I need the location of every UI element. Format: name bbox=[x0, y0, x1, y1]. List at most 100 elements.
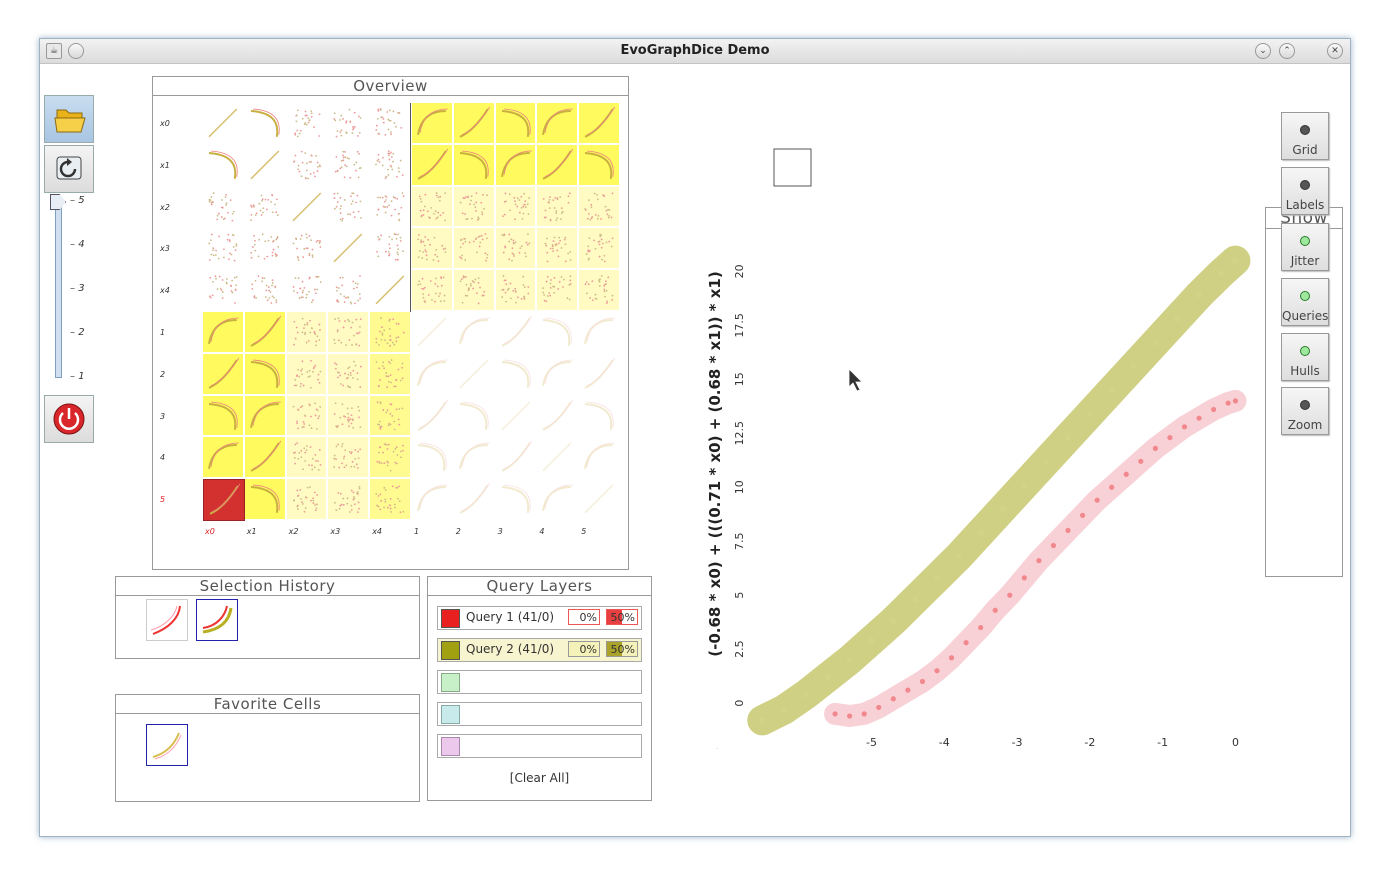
overview-cell[interactable] bbox=[495, 144, 536, 185]
overview-cell[interactable] bbox=[537, 103, 578, 143]
overview-cell[interactable] bbox=[579, 144, 619, 185]
overview-cell[interactable] bbox=[412, 186, 452, 227]
overview-cell[interactable] bbox=[453, 270, 494, 310]
query-row-1[interactable]: Query 1 (41/0) 0% 50% bbox=[437, 606, 642, 630]
overview-cell[interactable] bbox=[370, 353, 410, 394]
overview-cell[interactable] bbox=[203, 479, 245, 521]
query-row-2[interactable]: Query 2 (41/0) 0% 50% bbox=[437, 638, 642, 662]
overview-cell[interactable] bbox=[579, 353, 619, 394]
query-color-swatch[interactable] bbox=[441, 673, 460, 692]
quit-button[interactable] bbox=[44, 395, 94, 443]
open-file-button[interactable] bbox=[44, 95, 94, 143]
overview-cell[interactable] bbox=[537, 312, 578, 352]
overview-cell[interactable] bbox=[453, 437, 494, 478]
overview-cell[interactable] bbox=[203, 228, 243, 269]
overview-cell[interactable] bbox=[286, 186, 327, 227]
overview-cell[interactable] bbox=[328, 437, 369, 478]
history-thumbnail[interactable] bbox=[196, 599, 238, 641]
overview-cell[interactable] bbox=[495, 395, 536, 436]
show-zoom-toggle[interactable]: Zoom bbox=[1281, 387, 1329, 435]
overview-cell[interactable] bbox=[203, 144, 243, 185]
overview-cell[interactable] bbox=[537, 353, 578, 394]
overview-cell[interactable] bbox=[286, 144, 327, 185]
overview-cell[interactable] bbox=[286, 312, 327, 352]
java-app-icon[interactable]: ☕ bbox=[46, 43, 62, 59]
overview-cell[interactable] bbox=[370, 228, 410, 269]
overview-cell[interactable] bbox=[244, 479, 285, 519]
overview-cell[interactable] bbox=[453, 312, 494, 352]
overview-cell[interactable] bbox=[328, 479, 369, 519]
overview-cell[interactable] bbox=[286, 479, 327, 519]
query-color-swatch[interactable] bbox=[441, 737, 460, 756]
overview-cell[interactable] bbox=[328, 312, 369, 352]
query-percent-left[interactable]: 0% bbox=[568, 641, 600, 657]
overview-cell[interactable] bbox=[370, 270, 410, 310]
overview-cell[interactable] bbox=[328, 270, 369, 310]
overview-cell[interactable] bbox=[244, 270, 285, 310]
overview-cell[interactable] bbox=[286, 353, 327, 394]
overview-cell[interactable] bbox=[370, 479, 410, 519]
overview-cell[interactable] bbox=[203, 312, 243, 352]
overview-cell[interactable] bbox=[328, 144, 369, 185]
overview-cell[interactable] bbox=[579, 312, 619, 352]
overview-cell[interactable] bbox=[579, 103, 619, 143]
query-percent-left[interactable]: 0% bbox=[568, 609, 600, 625]
overview-cell[interactable] bbox=[412, 144, 452, 185]
overview-cell[interactable] bbox=[453, 103, 494, 143]
overview-cell[interactable] bbox=[244, 312, 285, 352]
overview-cell[interactable] bbox=[537, 228, 578, 269]
overview-cell[interactable] bbox=[203, 437, 243, 478]
overview-cell[interactable] bbox=[412, 437, 452, 478]
overview-cell[interactable] bbox=[286, 395, 327, 436]
overview-cell[interactable] bbox=[370, 103, 410, 143]
query-row-empty[interactable] bbox=[437, 734, 642, 758]
overview-cell[interactable] bbox=[412, 312, 452, 352]
overview-cell[interactable] bbox=[370, 144, 410, 185]
overview-cell[interactable] bbox=[537, 270, 578, 310]
overview-cell[interactable] bbox=[244, 103, 285, 143]
query-percent-right[interactable]: 50% bbox=[606, 609, 638, 625]
overview-cell[interactable] bbox=[203, 103, 243, 143]
overview-cell[interactable] bbox=[203, 353, 243, 394]
overview-cell[interactable] bbox=[203, 186, 243, 227]
overview-cell[interactable] bbox=[495, 228, 536, 269]
overview-cell[interactable] bbox=[453, 228, 494, 269]
show-jitter-toggle[interactable]: Jitter bbox=[1281, 223, 1329, 271]
overview-cell[interactable] bbox=[370, 395, 410, 436]
close-icon[interactable]: ✕ bbox=[1327, 43, 1343, 59]
query-row-empty[interactable] bbox=[437, 702, 642, 726]
overview-cell[interactable] bbox=[495, 353, 536, 394]
overview-cell[interactable] bbox=[286, 228, 327, 269]
overview-cell[interactable] bbox=[370, 437, 410, 478]
overview-cell[interactable] bbox=[579, 479, 619, 519]
show-grid-toggle[interactable]: Grid bbox=[1281, 112, 1329, 160]
overview-cell[interactable] bbox=[286, 270, 327, 310]
overview-cell[interactable] bbox=[203, 395, 243, 436]
show-queries-toggle[interactable]: Queries bbox=[1281, 278, 1329, 326]
overview-cell[interactable] bbox=[453, 186, 494, 227]
overview-cell[interactable] bbox=[453, 479, 494, 519]
overview-cell[interactable] bbox=[495, 270, 536, 310]
overview-cell[interactable] bbox=[286, 437, 327, 478]
overview-cell[interactable] bbox=[244, 186, 285, 227]
overview-cell[interactable] bbox=[244, 228, 285, 269]
overview-cell[interactable] bbox=[453, 395, 494, 436]
overview-cell[interactable] bbox=[286, 103, 327, 143]
overview-cell[interactable] bbox=[328, 103, 369, 143]
overview-cell[interactable] bbox=[537, 479, 578, 519]
overview-cell[interactable] bbox=[328, 186, 369, 227]
overview-cell[interactable] bbox=[370, 186, 410, 227]
overview-cell[interactable] bbox=[412, 270, 452, 310]
query-color-swatch[interactable] bbox=[441, 609, 460, 628]
overview-cell[interactable] bbox=[537, 437, 578, 478]
overview-cell[interactable] bbox=[203, 270, 243, 310]
overview-cell[interactable] bbox=[244, 353, 285, 394]
zoom-slider-thumb[interactable] bbox=[50, 194, 66, 210]
overview-cell[interactable] bbox=[495, 437, 536, 478]
overview-cell[interactable] bbox=[495, 186, 536, 227]
minimize-icon[interactable]: ⌄ bbox=[1255, 43, 1271, 59]
overview-cell[interactable] bbox=[412, 353, 452, 394]
reset-button[interactable] bbox=[44, 145, 94, 193]
main-scatter-plot[interactable]: -5-4-3-2-1002.557.51012.51517.520x0(-0.6… bbox=[665, 99, 1275, 749]
show-hulls-toggle[interactable]: Hulls bbox=[1281, 333, 1329, 381]
